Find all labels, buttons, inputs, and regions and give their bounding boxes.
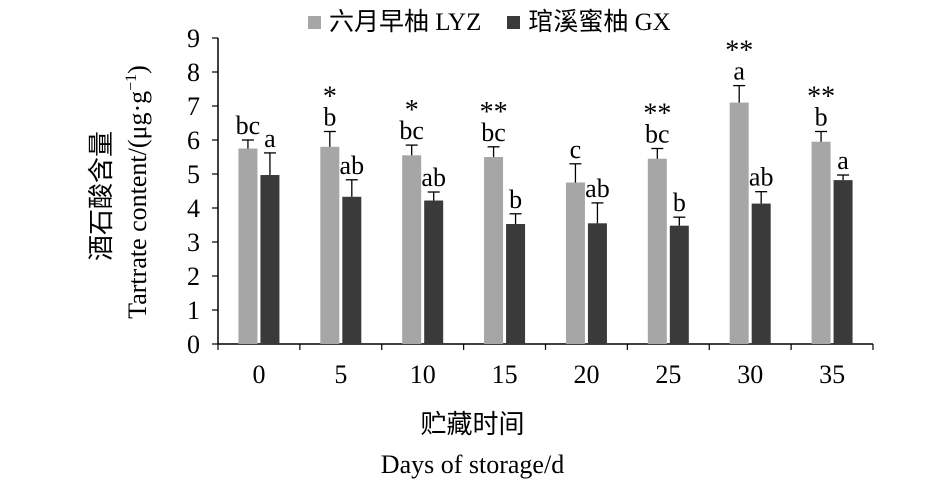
x-axis-title-english: Days of storage/d bbox=[380, 450, 565, 479]
x-tick-label: 25 bbox=[655, 360, 681, 389]
y-tick-label: 8 bbox=[187, 58, 200, 87]
bar-gx bbox=[669, 225, 689, 344]
legend-label-lyz: 六月早柚 LYZ bbox=[329, 8, 482, 36]
x-tick-label: 35 bbox=[819, 360, 845, 389]
y-tick-label: 5 bbox=[187, 160, 200, 189]
bar-lyz bbox=[811, 141, 831, 344]
significance-letter: bc bbox=[399, 116, 424, 145]
bar-lyz bbox=[647, 158, 667, 344]
x-tick-label: 20 bbox=[573, 360, 599, 389]
bar-lyz bbox=[238, 148, 258, 344]
significance-stars: ** bbox=[807, 82, 835, 113]
significance-letter: a bbox=[733, 57, 745, 86]
y-axis-title-group: 酒石酸含量 Tartrate content/(μg·g−1) bbox=[87, 65, 152, 319]
significance-letter: b bbox=[815, 103, 828, 132]
y-tick-label: 1 bbox=[187, 296, 200, 325]
legend-item-lyz: 六月早柚 LYZ bbox=[308, 10, 481, 35]
bar-gx bbox=[424, 200, 444, 344]
significance-letter: bc bbox=[481, 118, 506, 147]
x-tick-label: 30 bbox=[737, 360, 763, 389]
bar-gx bbox=[751, 203, 771, 344]
significance-letter: bc bbox=[236, 111, 261, 140]
y-tick-label: 0 bbox=[187, 330, 200, 359]
x-axis-title-chinese: 贮藏时间 bbox=[420, 410, 525, 439]
bar-gx bbox=[342, 196, 362, 344]
y-tick-label: 3 bbox=[187, 228, 200, 257]
bar-gx bbox=[506, 223, 526, 344]
bar-lyz bbox=[729, 102, 749, 344]
bar-lyz bbox=[484, 157, 504, 344]
y-tick-label: 6 bbox=[187, 126, 200, 155]
legend-item-gx: 琯溪蜜柚 GX bbox=[507, 8, 671, 36]
bar-gx bbox=[833, 180, 853, 344]
legend: 六月早柚 LYZ 琯溪蜜柚 GX bbox=[308, 4, 671, 40]
significance-stars: ** bbox=[480, 97, 508, 128]
x-tick-label: 0 bbox=[252, 360, 265, 389]
y-axis-title-english: Tartrate content/(μg·g−1) bbox=[123, 65, 152, 319]
x-tick-label: 10 bbox=[410, 360, 436, 389]
significance-letter: a bbox=[837, 146, 849, 175]
y-tick-label: 2 bbox=[187, 262, 200, 291]
significance-stars: * bbox=[323, 82, 337, 113]
bar-lyz bbox=[320, 146, 340, 344]
significance-letter: ab bbox=[340, 151, 365, 180]
significance-stars: ** bbox=[725, 36, 753, 67]
x-tick-label: 5 bbox=[334, 360, 347, 389]
significance-stars: ** bbox=[643, 99, 671, 130]
y-tick-label: 7 bbox=[187, 92, 200, 121]
significance-letter: ab bbox=[421, 163, 446, 192]
significance-letter: ab bbox=[749, 163, 774, 192]
significance-letter: b bbox=[673, 188, 686, 217]
legend-label-gx: 琯溪蜜柚 GX bbox=[528, 8, 671, 36]
significance-letter: b bbox=[509, 185, 522, 214]
significance-letter: a bbox=[264, 124, 276, 153]
bar-lyz bbox=[565, 182, 585, 344]
bar-gx bbox=[260, 175, 280, 344]
significance-stars: * bbox=[405, 95, 419, 126]
significance-letter: b bbox=[323, 103, 336, 132]
bar-lyz bbox=[402, 155, 422, 344]
bar-gx bbox=[587, 223, 607, 344]
legend-swatch-gx bbox=[507, 15, 521, 29]
y-tick-label: 9 bbox=[187, 24, 200, 53]
y-tick-label: 4 bbox=[187, 194, 200, 223]
significance-letter: bc bbox=[645, 120, 670, 149]
significance-letter: ab bbox=[585, 174, 610, 203]
y-axis-title-chinese: 酒石酸含量 bbox=[87, 131, 116, 261]
significance-letter: c bbox=[570, 135, 582, 164]
legend-swatch-lyz bbox=[308, 15, 321, 29]
x-tick-label: 15 bbox=[492, 360, 518, 389]
